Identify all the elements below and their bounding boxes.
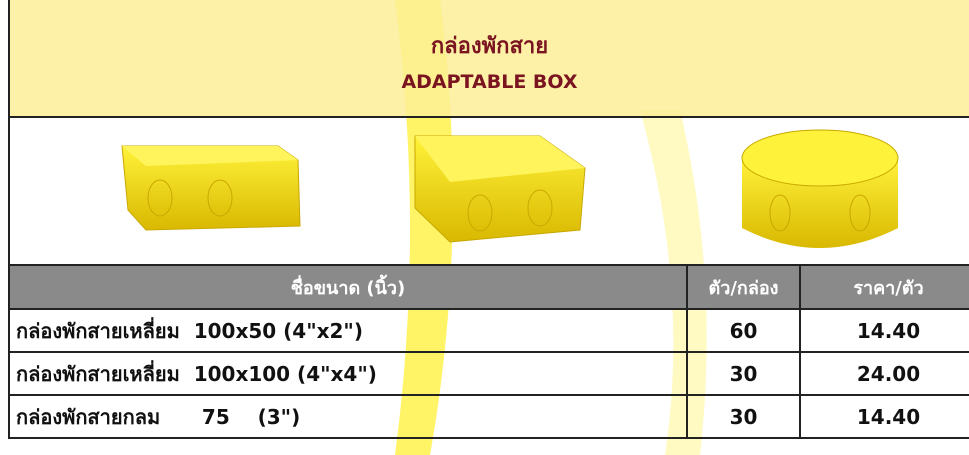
subtitle: ADAPTABLE BOX xyxy=(401,71,578,93)
product-drawings xyxy=(121,129,899,248)
column-header: ตัว/กล่อง xyxy=(686,264,801,310)
qty: 60 xyxy=(686,308,801,353)
row: กล่องพักสายเหลี่ยม 100x100 (4"x4") 30 24… xyxy=(8,351,969,396)
title: กล่องพักสาย xyxy=(430,34,549,59)
column-header: ชื่อขนาด (นิ้ว) xyxy=(8,264,688,310)
header: กล่องพักสาย ADAPTABLE BOX xyxy=(8,0,969,118)
price-table: ชื่อขนาด (นิ้ว) ตัว/กล่อง ราคา/ตัว กล่อง… xyxy=(8,264,969,439)
price: 14.40 xyxy=(799,308,969,353)
item-name: กล่องพักสายกลม 75 (3") xyxy=(8,394,688,439)
header-row: ชื่อขนาด (นิ้ว) ตัว/กล่อง ราคา/ตัว xyxy=(8,264,969,310)
row: กล่องพักสายกลม 75 (3") 30 14.40 xyxy=(8,394,969,439)
price: 14.40 xyxy=(799,394,969,439)
round-box xyxy=(741,129,899,248)
qty: 30 xyxy=(686,394,801,439)
rect-box-small xyxy=(121,145,301,231)
square-box xyxy=(414,135,586,243)
row: กล่องพักสายเหลี่ยม 100x50 (4"x2") 60 14.… xyxy=(8,308,969,353)
item-name: กล่องพักสายเหลี่ยม 100x50 (4"x2") xyxy=(8,308,688,353)
column-header: ราคา/ตัว xyxy=(799,264,969,310)
product-images xyxy=(8,118,969,264)
item-name: กล่องพักสายเหลี่ยม 100x100 (4"x4") xyxy=(8,351,688,396)
price: 24.00 xyxy=(799,351,969,396)
qty: 30 xyxy=(686,351,801,396)
